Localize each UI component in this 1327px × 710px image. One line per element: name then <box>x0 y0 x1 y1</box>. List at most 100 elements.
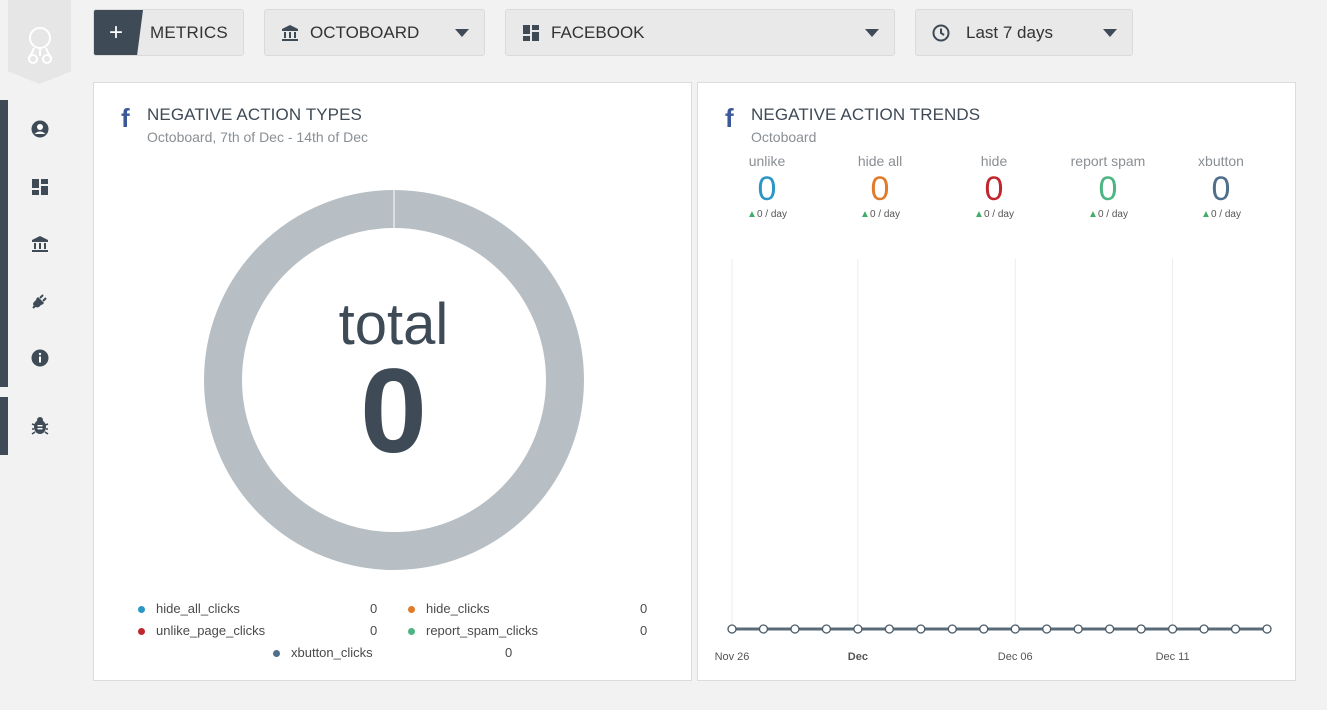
data-point[interactable] <box>1262 624 1272 634</box>
legend-value: 0 <box>505 645 513 660</box>
metrics-label: METRICS <box>150 22 228 42</box>
bank-icon[interactable] <box>30 234 50 254</box>
bug-icon[interactable] <box>30 416 50 436</box>
data-point[interactable] <box>1073 624 1083 634</box>
workspace-label: OCTOBOARD <box>310 22 420 42</box>
plug-icon[interactable] <box>30 291 50 311</box>
data-point[interactable] <box>853 624 863 634</box>
stat-hide-all: hide all 0 ▲0 / day <box>825 153 935 220</box>
data-point[interactable] <box>947 624 957 634</box>
user-circle-icon[interactable] <box>30 119 50 139</box>
info-icon[interactable] <box>30 348 50 368</box>
legend-item: report_spam_clicks 0 <box>408 623 658 639</box>
data-point[interactable] <box>727 624 737 634</box>
chevron-down-icon <box>455 29 469 37</box>
logo[interactable] <box>8 0 71 84</box>
facebook-icon: f <box>121 103 130 133</box>
stat-value: 0 <box>1211 170 1231 208</box>
plus-icon: + <box>94 10 143 55</box>
stat-delta-value: 0 <box>869 209 876 221</box>
data-point[interactable] <box>1042 624 1052 634</box>
stat-label: report spam <box>1070 153 1146 169</box>
data-point[interactable] <box>1136 624 1146 634</box>
stat-delta-value: 0 <box>1210 209 1217 221</box>
chevron-down-icon <box>865 29 879 37</box>
stat-label: hide all <box>857 153 903 169</box>
legend-dot <box>138 606 145 613</box>
arrow-up-icon: ▲ <box>860 209 870 221</box>
stat-delta: ▲0 / day <box>1053 209 1163 220</box>
workspace-select[interactable]: OCTOBOARD <box>264 9 485 56</box>
facebook-icon: f <box>725 103 734 133</box>
x-tick-label: Dec 06 <box>998 651 1033 663</box>
legend-item: hide_clicks 0 <box>408 601 658 617</box>
sidebar <box>0 0 80 710</box>
legend-dot <box>138 628 145 635</box>
source-label: FACEBOOK <box>551 22 645 42</box>
legend-name: report_spam_clicks <box>426 623 538 638</box>
arrow-up-icon: ▲ <box>1201 209 1211 221</box>
arrow-up-icon: ▲ <box>974 209 984 221</box>
stat-delta-value: 0 <box>983 209 990 221</box>
stat-delta: ▲0 / day <box>825 209 935 220</box>
stat-label: hide <box>980 153 1008 169</box>
arrow-up-icon: ▲ <box>1088 209 1098 221</box>
stat-label: xbutton <box>1198 153 1244 169</box>
x-tick-label: Dec <box>848 651 868 663</box>
stat-delta: ▲0 / day <box>1166 209 1276 220</box>
widget-subtitle: Octoboard, 7th of Dec - 14th of Dec <box>147 129 369 145</box>
data-point[interactable] <box>884 624 895 634</box>
octopus-logo-icon <box>27 27 53 64</box>
dashboard-icon[interactable] <box>30 177 50 197</box>
x-tick-label: Nov 26 <box>715 651 750 663</box>
source-select[interactable]: FACEBOOK <box>505 9 895 56</box>
data-point[interactable] <box>758 624 769 634</box>
stat-report-spam: report spam 0 ▲0 / day <box>1053 153 1163 220</box>
legend-item: hide_all_clicks 0 <box>138 601 378 617</box>
legend-dot <box>273 650 280 657</box>
stat-delta: ▲0 / day <box>939 209 1049 220</box>
data-point[interactable] <box>821 624 832 634</box>
legend-value: 0 <box>640 601 648 616</box>
data-point[interactable] <box>1167 624 1178 634</box>
arrow-up-icon: ▲ <box>747 209 757 221</box>
stat-delta-unit: / day <box>875 209 900 221</box>
stat-delta-value: 0 <box>756 209 763 221</box>
legend-name: unlike_page_clicks <box>156 623 266 638</box>
sidebar-accent-main <box>0 100 8 387</box>
stat-unlike: unlike 0 ▲0 / day <box>712 153 822 220</box>
date-range-select[interactable]: Last 7 days <box>915 9 1133 56</box>
stat-value: 0 <box>757 170 777 208</box>
donut-total-value: 0 <box>360 344 427 478</box>
stat-label: unlike <box>748 153 786 169</box>
negative-action-trends-widget: f NEGATIVE ACTION TRENDS Octoboard unlik… <box>697 82 1296 681</box>
legend-item: unlike_page_clicks 0 <box>138 623 378 639</box>
data-point[interactable] <box>1199 624 1209 634</box>
stat-hide: hide 0 ▲0 / day <box>939 153 1049 220</box>
data-point[interactable] <box>916 624 926 634</box>
widget-title: NEGATIVE ACTION TYPES <box>147 105 362 124</box>
legend-value: 0 <box>640 623 648 638</box>
data-point[interactable] <box>1010 624 1020 634</box>
negative-action-types-widget: f NEGATIVE ACTION TYPES Octoboard, 7th o… <box>93 82 692 681</box>
data-point[interactable] <box>1104 624 1115 634</box>
legend-name: hide_clicks <box>426 601 490 616</box>
stat-delta-value: 0 <box>1097 209 1104 221</box>
chevron-down-icon <box>1103 29 1117 37</box>
widget-title: NEGATIVE ACTION TRENDS <box>751 105 981 124</box>
data-point[interactable] <box>790 624 800 634</box>
stat-delta-unit: / day <box>1216 209 1241 221</box>
data-point[interactable] <box>979 624 989 634</box>
stat-value: 0 <box>870 170 890 208</box>
trend-line-chart: Nov 26 Dec Dec 06 Dec 11 <box>715 259 1272 663</box>
add-metrics-button[interactable]: + METRICS <box>93 9 244 56</box>
stat-delta-unit: / day <box>989 209 1014 221</box>
legend-name: hide_all_clicks <box>156 601 240 616</box>
clock-icon <box>931 23 951 43</box>
date-range-label: Last 7 days <box>966 22 1053 42</box>
stat-value: 0 <box>1098 170 1118 208</box>
stat-delta-unit: / day <box>1103 209 1128 221</box>
data-point[interactable] <box>1230 624 1241 634</box>
x-tick-label: Dec 11 <box>1156 651 1190 663</box>
dashboard-icon <box>521 23 541 43</box>
